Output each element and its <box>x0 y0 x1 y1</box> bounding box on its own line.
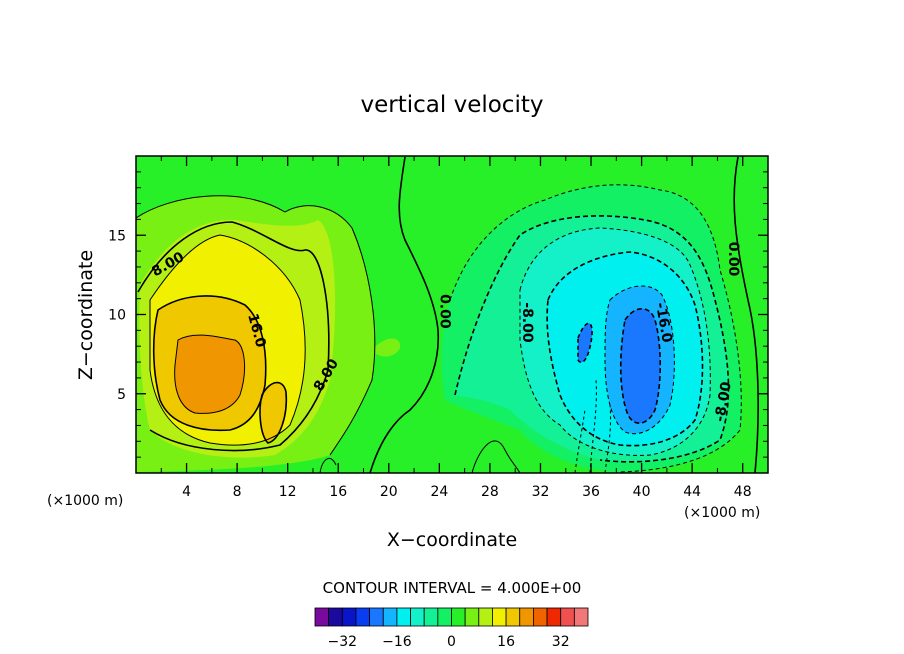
y-tick-label: 15 <box>108 228 126 244</box>
contour-m8 <box>454 215 730 463</box>
y-axis-label: Z−coordinate <box>75 250 97 380</box>
fill-level-m24 <box>620 308 661 424</box>
colorbar-swatch <box>573 607 589 627</box>
colorbar-swatch <box>410 607 425 627</box>
y-tick-label: 10 <box>108 308 126 324</box>
colorbar-swatch <box>464 607 480 627</box>
x-tick-label: 16 <box>329 484 347 500</box>
colorbar-swatch <box>519 607 534 627</box>
colorbar-swatch <box>505 607 521 627</box>
x-tick-label: 40 <box>633 484 651 500</box>
chart-title: vertical velocity <box>361 92 544 118</box>
contour-12 <box>149 234 306 446</box>
colorbar-swatch <box>533 607 548 627</box>
x-tick-label: 8 <box>233 484 242 500</box>
contour-4 <box>136 195 376 456</box>
contour-m16 <box>546 251 704 447</box>
fill-level-20 <box>174 335 245 414</box>
contour-m24 <box>619 307 662 424</box>
colorbar-swatch <box>546 607 562 627</box>
x-tick-label: 32 <box>532 484 550 500</box>
colorbar-swatch <box>355 607 371 627</box>
contour-m20 <box>604 285 675 435</box>
colorbar-swatch <box>341 607 357 627</box>
contour-m12 <box>519 227 711 456</box>
x-tick-label: 4 <box>182 484 191 500</box>
fill-level-16b <box>260 382 287 443</box>
contour-lines <box>136 156 759 473</box>
contour-label: -8.00 <box>712 380 735 423</box>
colorbar-swatch <box>423 607 439 627</box>
colorbar-swatch <box>451 607 466 627</box>
contour-16b <box>259 381 288 444</box>
colorbar-swatch <box>314 607 330 627</box>
contour-interval: CONTOUR INTERVAL = 4.000E+00 <box>323 579 582 597</box>
contour-16 <box>152 295 267 432</box>
contour-zero-center <box>369 156 440 473</box>
x-unit-right: (×1000 m) <box>684 505 760 521</box>
x-tick-label: 20 <box>380 484 398 500</box>
y-axis-ticks: 5 10 15 <box>108 171 768 458</box>
colorbar-swatch <box>369 607 384 627</box>
fill-small-core <box>578 323 593 363</box>
contour-bottom-wiggle <box>574 379 612 473</box>
colorbar-tick-labels: −32 −16 0 16 32 <box>328 634 570 650</box>
contour-zero-right <box>733 156 759 473</box>
x-axis-ticks: 4 8 12 16 20 24 28 32 36 40 44 48 <box>160 156 752 500</box>
contour-label: -16.0 <box>652 301 675 344</box>
contour-small-core <box>577 322 593 364</box>
colorbar-swatch <box>478 607 493 627</box>
x-tick-label: 44 <box>683 484 701 500</box>
x-tick-label: 48 <box>734 484 752 500</box>
colorbar-tick-label: 16 <box>497 634 515 650</box>
contour-m4 <box>449 184 742 473</box>
colorbar-swatch <box>328 607 343 627</box>
colorbar-swatch <box>492 607 507 627</box>
x-tick-label: 36 <box>582 484 600 500</box>
colorbar-swatch <box>396 607 411 627</box>
colorbar-tick-label: 0 <box>447 634 456 650</box>
y-tick-label: 5 <box>117 387 126 403</box>
colorbar-swatch <box>437 607 452 627</box>
x-tick-label: 28 <box>481 484 499 500</box>
x-unit-left: (×1000 m) <box>47 493 123 509</box>
colorbar-tick-label: −16 <box>382 634 412 650</box>
contour-label: 0.00 <box>725 242 741 277</box>
colorbar-swatch <box>560 607 575 627</box>
x-axis-label: X−coordinate <box>387 529 517 551</box>
colorbar-tick-label: 32 <box>552 634 570 650</box>
contour-bottom-left <box>319 440 521 473</box>
colorbar <box>314 607 589 627</box>
x-tick-label: 24 <box>430 484 448 500</box>
contour-label: 0.00 <box>437 294 453 329</box>
fill-small-bump <box>372 338 401 357</box>
colorbar-tick-label: −32 <box>328 634 358 650</box>
contour-20 <box>174 334 246 414</box>
x-tick-label: 12 <box>279 484 297 500</box>
colorbar-swatch <box>382 607 398 627</box>
contour-8 <box>137 221 330 452</box>
contour-label: -8.00 <box>519 302 535 343</box>
